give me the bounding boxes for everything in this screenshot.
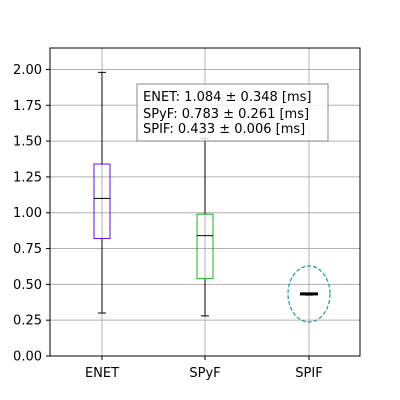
y-tick-label-6: 1.50 [13, 135, 42, 150]
legend-box: ENET: 1.084 ± 0.348 [ms] SPyF: 0.783 ± 0… [136, 83, 329, 142]
y-tick-label-5: 1.25 [13, 170, 42, 185]
highlight [287, 265, 331, 323]
y-tick-label-0: 0.00 [13, 350, 42, 365]
y-tick-label-8: 2.00 [13, 63, 42, 78]
x-tick-label-2: SPIF [295, 366, 322, 381]
box-spif [300, 292, 318, 296]
box-series [93, 71, 318, 317]
x-axis-ticks: ENET SPyF SPIF [85, 356, 323, 381]
legend-line-enet: ENET: 1.084 ± 0.348 [ms] [143, 90, 311, 105]
box-spyf [196, 137, 214, 317]
y-axis-ticks: 0.00 0.25 0.50 0.75 1.00 1.25 1.50 1.75 2.00 [13, 63, 50, 365]
box-iqr [196, 213, 214, 280]
y-tick-label-7: 1.75 [13, 99, 42, 114]
y-tick-label-3: 0.75 [13, 242, 42, 257]
x-tick-label-1: SPyF [189, 366, 220, 381]
box-enet [93, 71, 111, 314]
highlight-ellipse [287, 265, 331, 323]
box-iqr [93, 163, 111, 240]
x-tick-label-0: ENET [85, 366, 119, 381]
legend-frame [136, 83, 329, 142]
y-tick-label-4: 1.00 [13, 206, 42, 221]
legend-line-spif: SPIF: 0.433 ± 0.006 [ms] [143, 122, 305, 137]
y-tick-label-1: 0.25 [13, 314, 42, 329]
legend-line-spyf: SPyF: 0.783 ± 0.261 [ms] [143, 107, 309, 122]
y-tick-label-2: 0.50 [13, 278, 42, 293]
